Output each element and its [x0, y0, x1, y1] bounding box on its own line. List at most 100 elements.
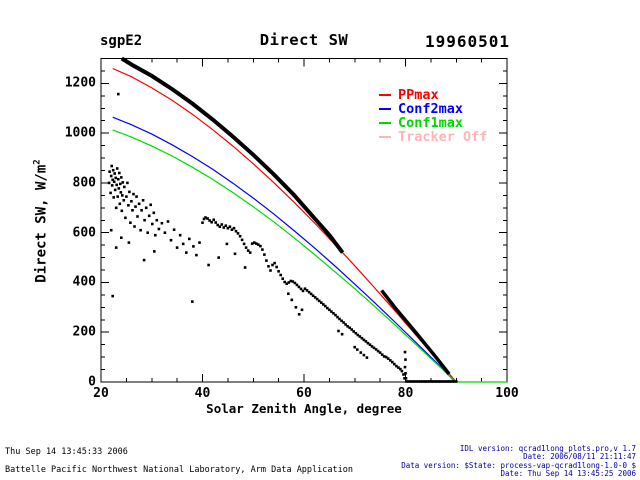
data-point [115, 167, 119, 170]
data-point [257, 243, 260, 246]
data-point [415, 380, 419, 383]
y-tick-label: 800 [72, 175, 96, 191]
data-point [222, 226, 226, 229]
data-point [111, 294, 114, 298]
legend: PPmax Conf2max Conf1max Tracker Off [379, 88, 487, 144]
data-point [271, 263, 274, 267]
data-point [384, 355, 388, 359]
data-point [303, 287, 307, 290]
series-clear-sky-max-band-2 [380, 289, 451, 376]
x-tick-label: 20 [93, 386, 109, 401]
data-point [362, 338, 366, 342]
data-point [201, 221, 204, 224]
series-measured-direct-sw [107, 92, 458, 383]
idl-version-line: IDL version: qcrad1long_plots.pro,v 1.7 [459, 444, 636, 453]
series-Conf1max [112, 129, 507, 383]
data-point [123, 185, 126, 189]
data-point [366, 341, 370, 345]
data-point [386, 357, 390, 360]
data-point [350, 328, 353, 331]
version-info: IDL version: qcrad1long_plots.pro,v 1.7 … [401, 444, 636, 479]
data-point [403, 365, 407, 369]
data-point [328, 308, 331, 312]
data-point [246, 249, 250, 252]
data-point [283, 280, 286, 284]
data-point [110, 184, 114, 187]
data-point [356, 348, 359, 351]
data-point [348, 326, 351, 330]
data-point [111, 178, 114, 182]
data-point [267, 265, 270, 268]
data-point [136, 215, 139, 218]
data-point [336, 315, 339, 319]
data-point [139, 228, 142, 232]
data-point [253, 241, 256, 244]
data-point [191, 300, 194, 303]
data-point [320, 301, 323, 304]
data-point [130, 200, 133, 203]
data-point [297, 313, 301, 316]
data-point [359, 351, 363, 354]
legend-dash-icon [379, 122, 391, 124]
data-point [440, 380, 444, 383]
data-point [300, 308, 304, 312]
data-point [109, 191, 112, 195]
data-point [338, 317, 341, 321]
data-point [224, 224, 228, 227]
data-point [232, 226, 236, 230]
data-point [360, 336, 364, 340]
data-point [417, 380, 420, 383]
data-point [452, 380, 456, 383]
series-Conf2max [112, 116, 456, 383]
data-point [337, 329, 340, 333]
data-point [117, 177, 120, 181]
data-point [117, 187, 121, 190]
data-point [109, 228, 113, 232]
data-point [120, 209, 124, 213]
axis-ticks [100, 58, 508, 383]
data-point [437, 380, 440, 383]
data-point [451, 380, 454, 383]
data-point [287, 281, 291, 284]
data-point [114, 246, 118, 249]
legend-dash-icon [379, 136, 391, 138]
data-point [290, 298, 294, 302]
data-point [146, 231, 149, 234]
data-point [206, 217, 209, 220]
data-point [250, 242, 254, 245]
data-point [403, 377, 406, 380]
data-point [121, 181, 125, 184]
data-point [265, 259, 268, 262]
data-point [294, 306, 298, 309]
data-point [275, 265, 278, 269]
data-point [322, 303, 325, 306]
data-point [151, 222, 154, 226]
y-tick-label: 200 [72, 324, 96, 340]
data-point [301, 289, 305, 293]
x-tick-label: 60 [296, 386, 312, 401]
data-point [281, 277, 284, 280]
data-point [108, 170, 111, 173]
data-point [307, 290, 311, 294]
data-point [160, 221, 164, 225]
data-point [433, 380, 437, 383]
data-point [326, 306, 329, 310]
data-point [238, 234, 242, 238]
data-point [315, 297, 319, 301]
data-point [169, 238, 173, 242]
data-point [234, 229, 238, 233]
data-point [405, 380, 408, 383]
data-point [115, 183, 118, 187]
data-point [340, 332, 344, 336]
data-point [155, 218, 159, 222]
data-point [317, 299, 321, 303]
legend-item: Conf1max [379, 116, 487, 130]
data-point [372, 346, 376, 350]
series-PPmax [112, 67, 457, 383]
data-point [132, 192, 135, 196]
data-version-line: Data version: $State: process-vap-qcrad1… [401, 460, 636, 470]
data-point [404, 372, 407, 375]
data-point [113, 188, 117, 192]
data-point [393, 362, 396, 366]
data-point [305, 289, 309, 292]
